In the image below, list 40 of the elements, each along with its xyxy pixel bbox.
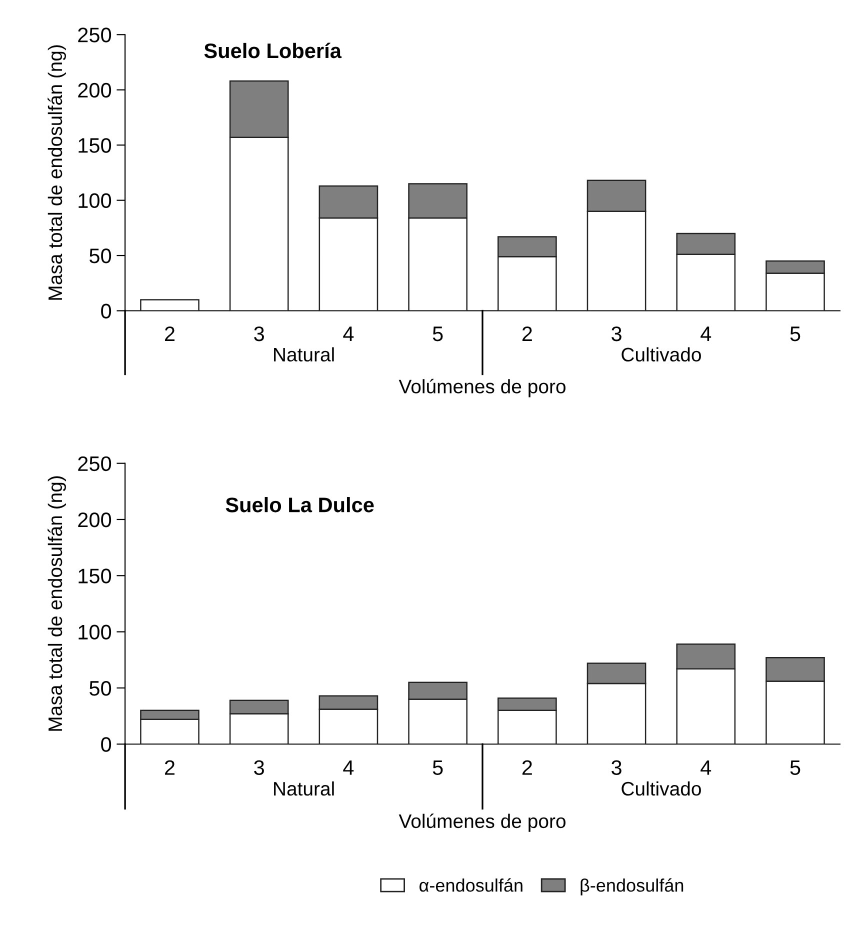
y-tick-label: 250 [78,28,112,42]
x-tick-label: 5 [432,326,443,342]
text: Cultivado [622,347,701,362]
x-tick-label: 2 [164,760,174,775]
x-tick-label: 3 [254,760,264,775]
x-tick-label: 4 [343,326,354,341]
legend-label: α-endosulfán [420,878,522,892]
y-tick-label: 200 [78,512,112,528]
text: Suelo La Dulce [226,497,374,512]
x-axis-title: Volúmenes de poro [398,814,566,832]
y-tick-label: 200 [78,82,112,98]
y-tick-label: 50 [90,248,112,264]
x-tick-label: 2 [164,326,174,341]
chart-title: Suelo Lobería [204,42,342,58]
y-tick-label: 50 [90,680,112,696]
y-axis-title: Masa total de endosulfán (ng) [48,476,66,731]
legend-label: β-endosulfán [580,878,684,896]
x-tick-label: 2 [522,326,532,341]
x-tick-label: 2 [522,760,532,775]
x-tick-label: 3 [254,326,264,342]
y-tick-label: 100 [78,624,112,640]
y-tick-label: 150 [78,568,112,584]
y-tick-label: 250 [78,456,112,472]
x-axis-title: Volúmenes de poro [398,378,566,398]
text: Natural [274,781,334,796]
x-tick-label: 4 [700,760,712,775]
x-tick-label: 5 [432,760,443,775]
y-tick-label: 100 [78,193,112,208]
text: Cultivado [622,781,701,796]
y-tick-label: 150 [78,138,112,153]
y-tick-label: 0 [101,737,112,752]
x-tick-label: 4 [343,760,354,775]
y-axis-title: Masa total de endosulfán (ng) [48,45,66,300]
x-tick-label: 3 [612,760,622,775]
x-tick-label: 5 [790,760,800,775]
x-tick-label: 3 [612,326,622,342]
x-tick-label: 5 [790,326,800,342]
y-tick-label: 0 [101,304,112,319]
text: Natural [274,347,334,362]
x-tick-label: 4 [700,326,712,341]
